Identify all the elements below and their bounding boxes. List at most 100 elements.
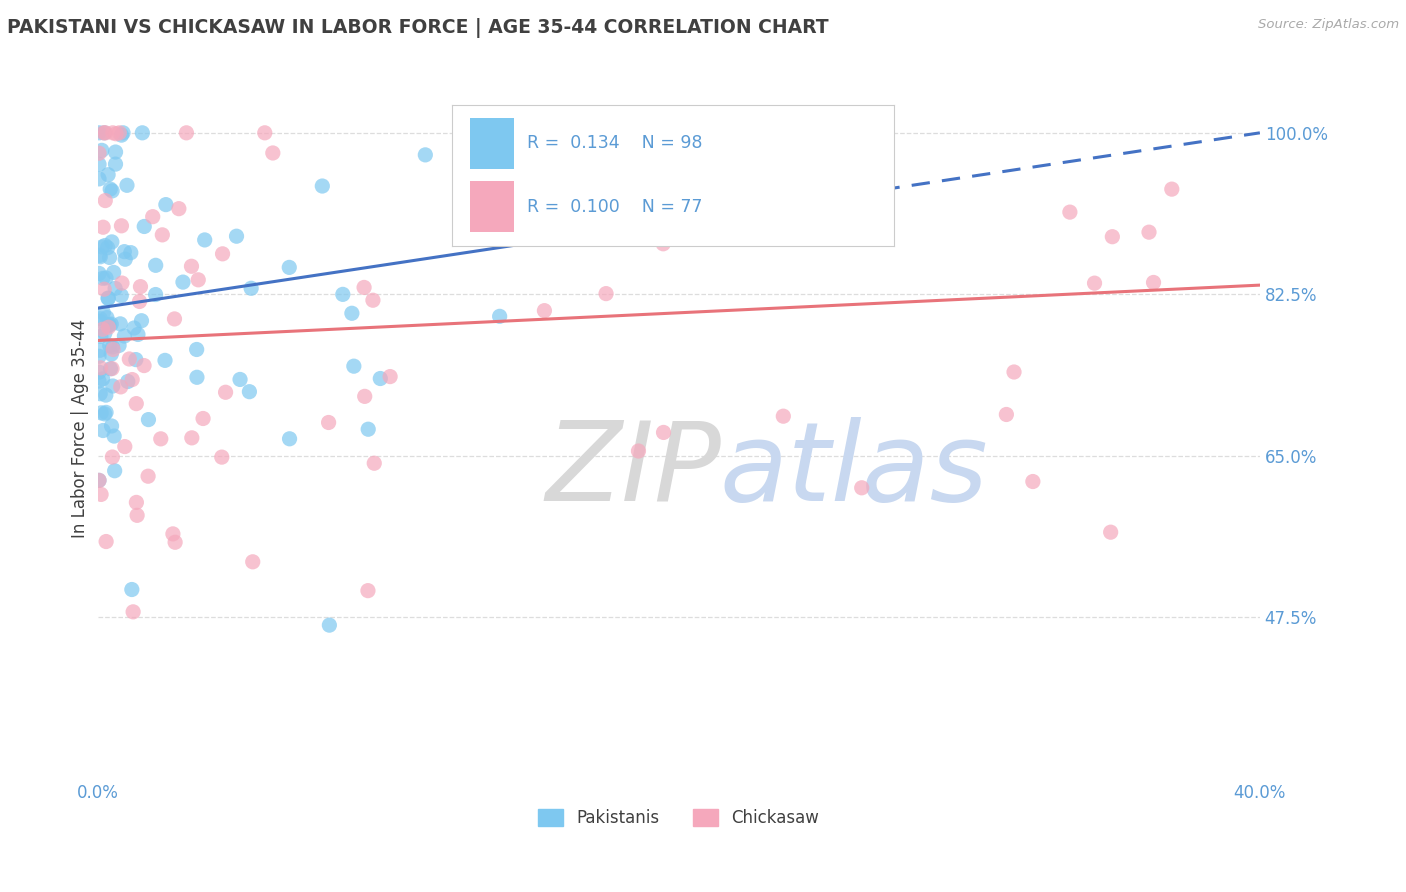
Point <box>278 432 301 446</box>
Point <box>91 271 114 285</box>
Point <box>93 126 115 140</box>
Point <box>155 197 177 211</box>
Point <box>94 238 117 252</box>
Point <box>120 245 142 260</box>
Point <box>240 281 263 295</box>
Point <box>97 291 120 305</box>
Point <box>127 508 149 523</box>
Point <box>100 419 122 434</box>
Point <box>89 343 111 358</box>
Point <box>112 329 135 343</box>
Point <box>112 244 135 259</box>
Point <box>353 389 375 403</box>
Point <box>87 267 110 281</box>
Point <box>361 293 384 308</box>
Point <box>125 495 148 509</box>
Point <box>87 172 110 186</box>
Point <box>90 487 112 501</box>
Point <box>343 359 366 374</box>
Point <box>101 184 124 198</box>
Point <box>489 217 512 231</box>
Point <box>112 126 135 140</box>
Point <box>368 371 391 385</box>
Point <box>90 329 112 343</box>
Point <box>93 126 115 140</box>
Point <box>87 157 110 171</box>
Point <box>180 431 202 445</box>
Text: PAKISTANI VS CHICKASAW IN LABOR FORCE | AGE 35-44 CORRELATION CHART: PAKISTANI VS CHICKASAW IN LABOR FORCE | … <box>7 18 828 37</box>
Point <box>98 318 121 332</box>
Point <box>87 474 110 488</box>
Point <box>103 429 125 443</box>
Point <box>87 474 110 488</box>
Point <box>340 306 363 320</box>
Point <box>117 375 139 389</box>
Point <box>1002 365 1025 379</box>
Point <box>89 386 111 401</box>
Point <box>90 406 112 420</box>
Point <box>110 380 132 394</box>
Point <box>595 286 617 301</box>
Point <box>94 326 117 340</box>
Point <box>110 288 132 302</box>
Point <box>93 282 115 296</box>
Point <box>470 126 492 140</box>
Point <box>357 583 380 598</box>
Point <box>91 372 114 386</box>
Point <box>98 182 121 196</box>
Point <box>142 210 165 224</box>
Point <box>627 444 650 458</box>
Point <box>118 351 141 366</box>
Point <box>94 534 117 549</box>
Point <box>104 145 127 159</box>
Point <box>652 236 675 251</box>
Point <box>91 322 114 336</box>
Point <box>1160 182 1182 196</box>
Point <box>100 317 122 331</box>
Point <box>150 227 173 242</box>
Point <box>89 250 111 264</box>
Point <box>214 385 236 400</box>
Point <box>134 219 156 234</box>
Point <box>125 396 148 410</box>
Point <box>110 317 132 331</box>
Point <box>129 279 152 293</box>
Point <box>91 220 114 235</box>
Point <box>415 148 437 162</box>
Point <box>1142 276 1164 290</box>
Point <box>104 281 127 295</box>
Point <box>87 349 110 363</box>
Point <box>101 361 124 376</box>
Point <box>278 260 301 275</box>
Point <box>592 175 614 189</box>
Point <box>136 469 159 483</box>
Point <box>122 321 145 335</box>
Point <box>97 291 120 305</box>
Point <box>101 343 124 357</box>
Point <box>114 252 136 267</box>
Point <box>94 405 117 419</box>
Point <box>353 280 375 294</box>
Point <box>145 287 167 301</box>
Point <box>87 374 110 388</box>
Point <box>96 310 118 325</box>
Point <box>1099 525 1122 540</box>
Point <box>225 229 247 244</box>
Point <box>101 235 124 249</box>
Text: atlas: atlas <box>720 417 988 524</box>
Point <box>186 370 208 384</box>
Point <box>94 388 117 402</box>
Point <box>89 360 111 375</box>
Point <box>100 361 122 376</box>
Point <box>1083 276 1105 290</box>
Point <box>652 425 675 440</box>
Point <box>97 168 120 182</box>
Point <box>176 126 198 140</box>
Point <box>100 347 122 361</box>
Point <box>105 127 128 141</box>
Point <box>101 126 124 140</box>
Point <box>851 481 873 495</box>
Point <box>131 314 153 328</box>
Point <box>87 146 110 161</box>
Point <box>104 157 127 171</box>
